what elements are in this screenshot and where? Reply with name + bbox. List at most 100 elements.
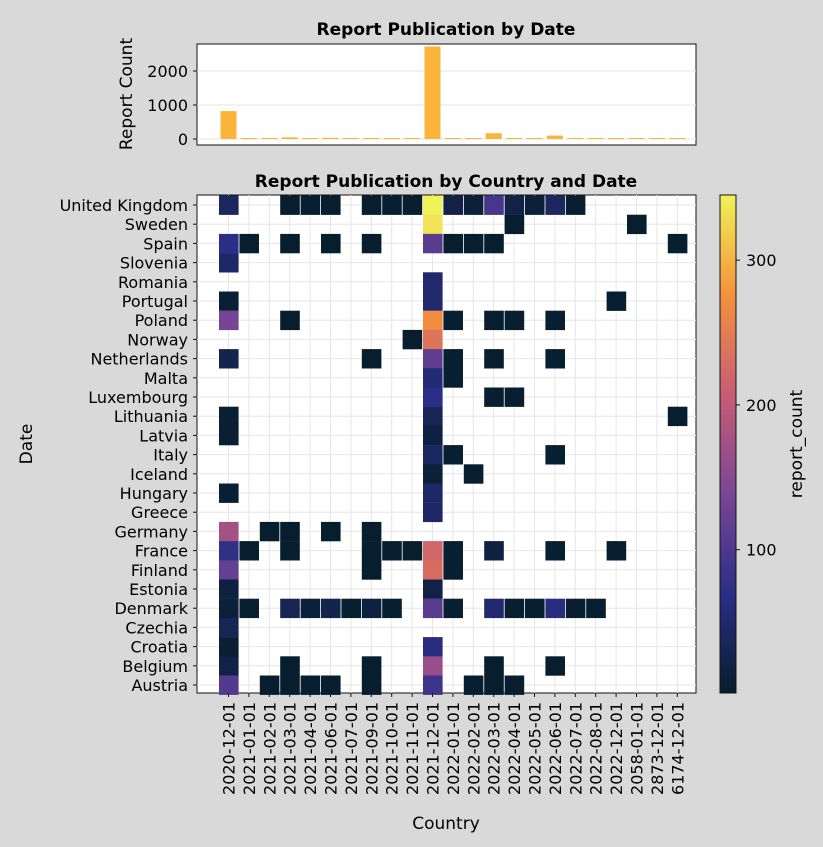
heatmap-cell: [423, 406, 443, 427]
heatmap-cell: [280, 195, 300, 215]
heatmap-x-tick-label: 2022-01-01: [444, 702, 463, 795]
heatmap-cell: [219, 598, 239, 619]
heatmap-cell: [219, 195, 239, 215]
heatmap-y-tick-label: Latvia: [139, 426, 188, 445]
heatmap-cell: [321, 521, 341, 542]
heatmap-x-tick-label: 2021-02-01: [260, 702, 279, 795]
heatmap-cell: [300, 195, 321, 215]
heatmap-cell: [361, 195, 382, 215]
heatmap-y-tick-label: Greece: [131, 503, 188, 522]
heatmap-x-tick-label: 2058-01-01: [628, 702, 647, 795]
heatmap-cell: [423, 272, 443, 292]
heatmap-cell: [321, 195, 341, 215]
heatmap-cell: [239, 598, 259, 619]
heatmap-cell: [280, 310, 300, 331]
heatmap-cell: [423, 464, 443, 484]
heatmap-cell: [219, 253, 239, 273]
heatmap-y-tick-label: Austria: [131, 676, 188, 695]
heatmap-cell: [219, 425, 239, 446]
bar: [669, 138, 686, 139]
heatmap-cell: [219, 291, 239, 311]
heatmap-cell: [484, 541, 504, 561]
heatmap-cell: [484, 233, 504, 254]
bar-plot-area: [196, 43, 697, 146]
heatmap-cell: [565, 598, 586, 619]
heatmap-x-tick-label: 2021-09-01: [362, 702, 381, 795]
heatmap-cell: [545, 445, 565, 465]
heatmap-cell: [484, 195, 504, 215]
heatmap-cell: [423, 541, 443, 561]
heatmap-cell: [219, 233, 239, 254]
heatmap-cell: [423, 329, 443, 350]
bar: [485, 133, 502, 139]
heatmap-x-tick-label: 2021-07-01: [342, 702, 361, 795]
heatmap-cell: [280, 675, 300, 695]
heatmap-cell: [504, 214, 525, 235]
colorbar-tick-label: 100: [746, 541, 777, 560]
heatmap-y-tick-label: Czechia: [125, 618, 188, 637]
heatmap-chart: Report Publication by Country and Date U…: [17, 172, 697, 834]
heatmap-cell: [484, 598, 504, 619]
heatmap-cell: [443, 349, 463, 369]
heatmap-cell: [259, 675, 280, 695]
heatmap-cell: [525, 598, 545, 619]
heatmap-cell: [484, 387, 504, 407]
heatmap-cell: [423, 502, 443, 523]
heatmap-y-axis-label: Date: [17, 424, 37, 465]
heatmap-cell: [423, 233, 443, 254]
heatmap-cell: [463, 675, 484, 695]
heatmap-cell: [545, 310, 565, 331]
heatmap-cell: [361, 521, 382, 542]
heatmap-x-tick-labels: 2020-12-01 2021-01-01 2021-02-01 2021-03-01…: [220, 693, 687, 795]
heatmap-cell: [300, 598, 321, 619]
bar: [648, 138, 665, 139]
heatmap-x-tick-label: 2022-06-01: [546, 702, 565, 795]
heatmap-cell: [504, 310, 525, 331]
heatmap-cell: [423, 425, 443, 446]
bar-y-tick-label: 1000: [147, 96, 188, 115]
heatmap-x-tick-label: 2022-05-01: [526, 702, 545, 795]
heatmap-x-tick-label: 2022-12-01: [607, 702, 626, 795]
heatmap-cell: [504, 387, 525, 407]
heatmap-cell: [423, 656, 443, 676]
heatmap-x-tick-label: 2021-04-01: [301, 702, 320, 795]
heatmap-cell: [423, 368, 443, 388]
heatmap-x-tick-label: 2021-03-01: [281, 702, 300, 795]
heatmap-cell: [402, 541, 423, 561]
heatmap-y-tick-label: Belgium: [122, 657, 188, 676]
heatmap-cell: [423, 675, 443, 695]
heatmap-cell: [219, 310, 239, 331]
heatmap-y-tick-label: Malta: [144, 369, 188, 388]
heatmap-cell: [239, 233, 259, 254]
heatmap-cell: [361, 541, 382, 561]
heatmap-cell: [280, 656, 300, 676]
heatmap-x-tick-label: 2022-08-01: [587, 702, 606, 795]
heatmap-cell: [423, 560, 443, 580]
heatmap-cell: [627, 214, 647, 235]
bar: [220, 111, 237, 139]
heatmap-cell: [484, 656, 504, 676]
heatmap-x-tick-label: 2022-07-01: [566, 702, 585, 795]
heatmap-cell: [667, 233, 688, 254]
heatmap-cell: [219, 656, 239, 676]
heatmap-cell: [443, 541, 463, 561]
heatmap-cell: [423, 579, 443, 599]
bar-chart: Report Publication by Date 0 1000 2000 Rep…: [117, 20, 697, 150]
heatmap-cell: [341, 598, 361, 619]
heatmap-y-tick-label: Hungary: [120, 484, 188, 503]
bar: [628, 138, 645, 139]
heatmap-y-tick-label: United Kingdom: [60, 196, 188, 215]
heatmap-cell: [545, 541, 565, 561]
heatmap-y-tick-label: France: [135, 542, 188, 561]
bar: [383, 138, 400, 139]
bar: [587, 138, 604, 139]
heatmap-cell: [321, 598, 341, 619]
bar: [281, 137, 298, 139]
heatmap-cell: [361, 656, 382, 676]
heatmap-cell: [280, 598, 300, 619]
heatmap-cell: [219, 560, 239, 580]
colorbar-ticks: 100 200 300: [736, 251, 777, 560]
bar-marks: [220, 46, 686, 139]
heatmap-cell: [606, 541, 627, 561]
heatmap-cell: [219, 521, 239, 542]
